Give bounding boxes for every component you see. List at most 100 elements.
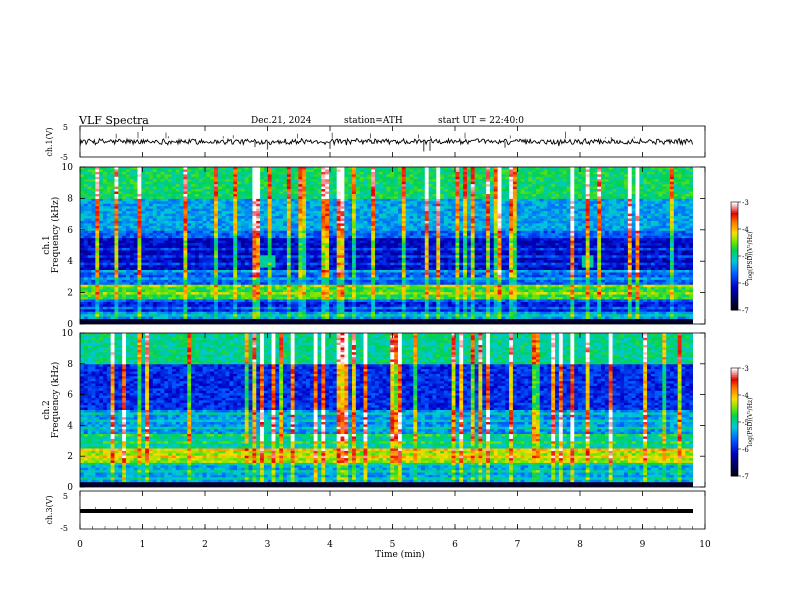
spectrogram-cell [378, 184, 384, 188]
spectrogram-cell [348, 240, 353, 244]
spectrogram-cell [650, 203, 656, 207]
spectrogram-cell [520, 201, 525, 205]
spectrogram-cell [206, 218, 211, 222]
spectrogram-cell [122, 208, 127, 212]
spectrogram-cell [463, 184, 468, 188]
spectrogram-cell [80, 213, 85, 217]
spectrogram-cell [409, 196, 414, 200]
spectrogram-cell [183, 203, 188, 207]
spectrogram-cell [681, 240, 686, 244]
spectrogram-cell [639, 218, 644, 222]
spectrogram-cell [152, 213, 158, 217]
spectrogram-cell [532, 240, 537, 244]
spectrogram-cell [455, 186, 460, 190]
spectrogram-cell [436, 235, 441, 239]
spectrogram-cell [118, 193, 123, 197]
spectrogram-cell [355, 179, 361, 183]
spectrogram-cell [306, 181, 311, 185]
spectrogram-cell [279, 238, 284, 241]
spectrogram-cell [581, 230, 587, 234]
spectrogram-cell [160, 198, 165, 202]
spectrogram-cell [313, 223, 318, 227]
spectrogram-cell [497, 191, 502, 195]
spectrogram-cell [409, 191, 414, 195]
spectrogram-cell [451, 240, 456, 244]
spectrogram-cell [375, 198, 380, 202]
spectrogram-cell [409, 213, 414, 217]
spectrogram-cell [478, 225, 483, 229]
spectrogram-cell [647, 167, 652, 170]
spectrogram-cell [175, 196, 181, 200]
spectrogram-cell [202, 198, 207, 202]
spectrogram-cell [179, 211, 184, 215]
spectrogram-cell [302, 196, 307, 200]
spectrogram-cell [317, 167, 322, 170]
spectrogram-cell [145, 184, 150, 188]
spectrogram-cell [647, 184, 652, 188]
spectrogram-cell [325, 169, 330, 173]
spectrogram-cell [160, 211, 165, 215]
spectrogram-cell [570, 193, 575, 197]
spectrogram-cell [451, 176, 456, 180]
spectrogram-cell [612, 228, 617, 232]
spectrogram-cell [666, 230, 671, 234]
spectrogram-cell [463, 201, 468, 205]
spectrogram-cell [321, 228, 326, 232]
spectrogram-cell [597, 216, 602, 219]
spectrogram-cell [589, 181, 594, 185]
spectrogram-cell [390, 235, 395, 239]
spectrogram-cell [501, 186, 506, 190]
spectrogram-cell [202, 201, 207, 205]
spectrogram-cell [662, 238, 667, 241]
spectrogram-cell [447, 186, 453, 190]
spectrogram-cell [631, 213, 636, 217]
spectrogram-cell [302, 171, 307, 175]
spectrogram-cell [137, 233, 142, 237]
spectrogram-cell [321, 167, 326, 170]
spectrogram-cell [225, 228, 230, 232]
spectrogram-cell [535, 208, 541, 212]
spectrogram-cell [198, 201, 203, 205]
spectrogram-cell [681, 216, 686, 219]
spectrogram-cell [283, 171, 288, 175]
spectrogram-cell [647, 176, 652, 180]
spectrogram-cell [486, 169, 491, 173]
spectrogram-cell [670, 198, 675, 202]
spectrogram-cell [221, 184, 226, 188]
spectrogram-cell [401, 193, 407, 197]
spectrogram-cell [198, 191, 203, 195]
spectrogram-cell [210, 186, 215, 190]
spectrogram-cell [624, 189, 629, 192]
spectrogram-cell [524, 235, 529, 239]
spectrogram-cell [417, 225, 422, 229]
spectrogram-cell [489, 196, 495, 200]
spectrogram-cell [631, 216, 636, 219]
spectrogram-cell [401, 235, 407, 239]
spectrogram-cell [505, 230, 510, 234]
spectrogram-cell [160, 233, 165, 237]
spectrogram-cell [685, 235, 690, 239]
spectrogram-cell [589, 230, 594, 234]
spectrogram-cell [286, 167, 292, 170]
spectrogram-cell [237, 167, 242, 170]
spectrogram-cell [401, 191, 407, 195]
spectrogram-cell [578, 211, 583, 215]
spectrogram-cell [647, 186, 652, 190]
spectrogram-cell [106, 211, 112, 215]
spectrogram-cell [528, 203, 533, 207]
spectrogram-cell [352, 211, 357, 215]
spectrogram-cell [164, 169, 169, 173]
spectrogram-cell [486, 181, 491, 185]
spectrogram-cell [597, 184, 602, 188]
spectrogram-cell [405, 198, 410, 202]
spectrogram-cell [604, 206, 610, 210]
spectrogram-cell [217, 230, 223, 234]
spectrogram-cell [643, 240, 648, 244]
spectrogram-cell [240, 208, 246, 212]
spectrogram-cell [662, 201, 667, 205]
spectrogram-cell [359, 218, 364, 222]
spectrogram-cell [336, 201, 341, 205]
spectrogram-cell [497, 196, 502, 200]
spectrogram-cell [302, 169, 307, 173]
spectrogram-cell [658, 203, 663, 207]
